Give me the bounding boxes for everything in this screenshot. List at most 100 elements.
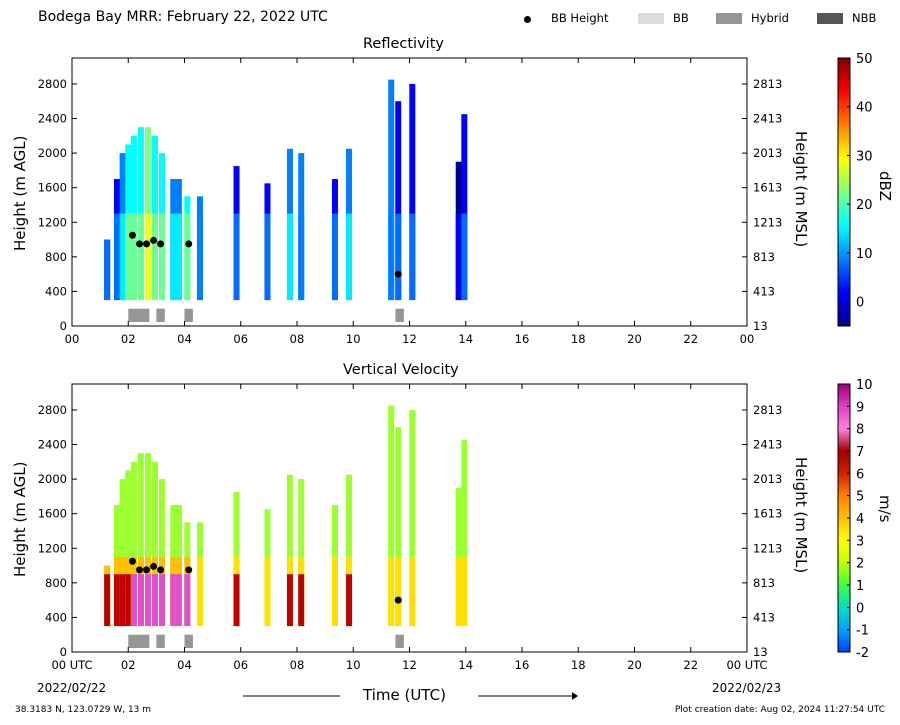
y-tick-label: 1200	[38, 541, 67, 555]
x-tick-label: 18	[571, 332, 586, 346]
velocity-title: Vertical Velocity	[343, 362, 459, 378]
x-tick-label: 00 UTC	[726, 658, 767, 672]
y-tick-label: 0	[60, 319, 67, 333]
velocity-fall	[286, 574, 293, 627]
velocity-fall	[184, 574, 191, 627]
time-arrow-head	[572, 692, 578, 700]
velocity-fall	[125, 574, 132, 627]
colorbar-tick-label: 1	[856, 579, 864, 594]
bb-height-point	[136, 566, 143, 574]
bb-height-point	[136, 240, 143, 248]
velocity-fall	[298, 574, 305, 627]
y-tick-label: 800	[45, 250, 67, 264]
velocity-fall	[233, 574, 240, 627]
velocity-column	[144, 453, 151, 627]
velocity-fall	[346, 574, 353, 627]
y-tick-label-right: 2013	[753, 472, 782, 486]
colorbar-tick-label: -2	[856, 646, 869, 661]
bb-type-bar	[156, 308, 165, 322]
y-tick-label-right: 1613	[753, 507, 782, 521]
x-tick-label: 10	[346, 658, 361, 672]
bb-height-point	[185, 240, 193, 248]
echo-core	[137, 213, 144, 301]
echo-core	[114, 213, 120, 301]
plot-creation-date: Plot creation date: Aug 02, 2024 11:27:5…	[674, 705, 885, 715]
echo-core	[125, 213, 132, 301]
velocity-fall	[151, 574, 158, 627]
y-tick-label-right: 13	[753, 319, 768, 333]
y-tick-label: 1200	[38, 215, 67, 229]
bb-height-point	[150, 236, 158, 244]
velocity-fall	[114, 574, 120, 627]
velocity-core	[461, 556, 468, 627]
echo-column	[461, 114, 468, 301]
x-tick-label: 20	[627, 658, 642, 672]
x-tick-label: 02	[121, 332, 136, 346]
echo-column	[388, 79, 395, 301]
echo-core	[409, 213, 416, 301]
velocity-fall	[119, 574, 126, 627]
velocity-column	[159, 479, 165, 627]
y-tick-label-right: 413	[753, 284, 775, 298]
x-tick-label: 14	[458, 658, 473, 672]
y-tick-label: 2800	[38, 77, 67, 91]
echo-core	[298, 213, 305, 301]
x-tick-label: 12	[402, 658, 417, 672]
velocity-column	[298, 479, 305, 627]
echo-core	[104, 239, 111, 301]
colorbar-tick-label: 40	[856, 101, 873, 116]
date-end-label: 2022/02/23	[712, 681, 782, 695]
y-tick-label-right: 1613	[753, 181, 782, 195]
bb-legend-swatch	[638, 13, 664, 24]
x-tick-label: 08	[290, 658, 305, 672]
colorbar	[837, 57, 851, 327]
y-tick-label: 2400	[38, 438, 67, 452]
x-tick-label: 22	[683, 332, 698, 346]
x-tick-label: 18	[571, 658, 586, 672]
y-tick-label: 2400	[38, 112, 67, 126]
colorbar-tick-label: 0	[856, 296, 864, 311]
echo-core	[130, 213, 137, 301]
x-tick-label: 00	[65, 332, 80, 346]
echo-core	[184, 213, 191, 301]
velocity-core	[196, 556, 203, 627]
velocity-column	[119, 479, 126, 627]
colorbar-tick-label: 0	[856, 601, 864, 616]
echo-core	[175, 213, 182, 301]
y-tick-label: 400	[45, 284, 67, 298]
bb-height-point	[143, 566, 151, 574]
bb-height-point	[128, 557, 136, 565]
echo-core	[461, 213, 468, 301]
y-tick-label: 2800	[38, 403, 67, 417]
velocity-core	[388, 556, 395, 627]
bb-height-legend-label: BB Height	[551, 11, 609, 25]
bb-height-point	[185, 566, 193, 574]
nbb-legend-label: NBB	[852, 11, 877, 25]
bb-height-legend-marker	[524, 16, 531, 23]
velocity-fall	[137, 574, 144, 627]
y-tick-label-right: 2813	[753, 77, 782, 91]
y-tick-label: 2000	[38, 146, 67, 160]
velocity-fall	[170, 574, 177, 627]
colorbar-tick-label: 50	[856, 52, 873, 67]
y-tick-label-right: 1213	[753, 541, 782, 555]
bb-legend-label: BB	[673, 11, 689, 25]
x-tick-label: 20	[627, 332, 642, 346]
nbb-legend-swatch	[817, 13, 843, 24]
bb-type-bar	[395, 634, 404, 648]
reflectivity-title: Reflectivity	[363, 36, 444, 52]
velocity-core	[395, 556, 402, 627]
x-tick-label: 10	[346, 332, 361, 346]
bb-height-point	[150, 562, 158, 570]
bb-height-point	[394, 270, 402, 278]
y-tick-label-right: 2413	[753, 438, 782, 452]
y-tick-label: 800	[45, 576, 67, 590]
bb-height-point	[157, 240, 165, 248]
y-tick-label: 1600	[38, 181, 67, 195]
hybrid-legend-swatch	[716, 13, 742, 24]
velocity-column	[151, 461, 158, 627]
colorbar-tick-label: 9	[856, 400, 864, 415]
